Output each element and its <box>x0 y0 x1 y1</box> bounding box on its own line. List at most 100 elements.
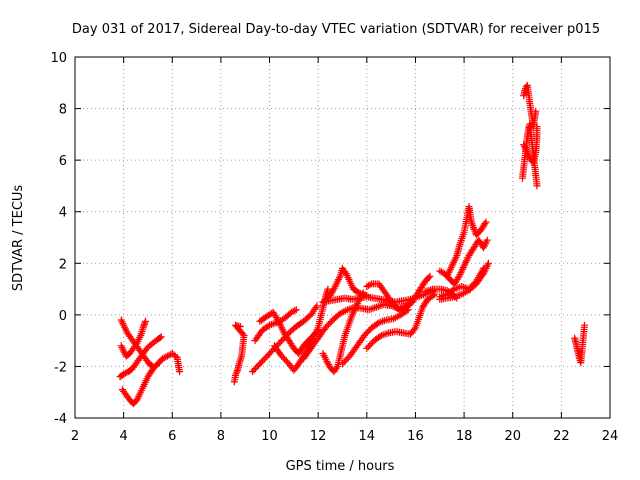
chart-title: Day 031 of 2017, Sidereal Day-to-day VTE… <box>72 22 600 37</box>
series-arc-25 <box>571 321 588 367</box>
data-point <box>461 260 469 268</box>
data-point <box>366 341 374 349</box>
data-point <box>483 263 491 271</box>
x-tick-label: 18 <box>456 429 473 444</box>
data-point <box>521 144 529 152</box>
data-point <box>410 325 418 333</box>
x-tick-label: 8 <box>217 429 225 444</box>
data-point <box>525 151 532 159</box>
data-point <box>276 320 284 328</box>
series-arc-11 <box>322 264 371 303</box>
data-point <box>445 269 453 277</box>
data-point <box>458 267 466 275</box>
data-point <box>462 258 470 266</box>
series-arc-21 <box>436 264 487 301</box>
data-point <box>430 291 437 299</box>
data-point <box>451 255 459 263</box>
data-point <box>425 274 433 281</box>
data-point <box>162 353 170 361</box>
data-point <box>457 269 465 277</box>
series-arc-16 <box>339 306 412 368</box>
data-point <box>446 265 454 273</box>
plot-area <box>116 81 588 408</box>
data-point <box>324 285 332 293</box>
data-point <box>120 347 128 355</box>
data-point <box>117 316 125 324</box>
data-point <box>366 281 374 289</box>
x-tick-label: 4 <box>119 429 127 444</box>
data-point <box>447 264 455 272</box>
data-point <box>436 267 444 275</box>
data-point <box>259 357 267 365</box>
data-point <box>403 307 411 315</box>
data-point <box>341 268 349 276</box>
data-point <box>292 306 300 314</box>
data-point <box>521 142 528 150</box>
y-tick-label: 6 <box>59 154 67 169</box>
y-tick-label: 0 <box>59 309 67 324</box>
y-tick-label: 10 <box>50 51 67 66</box>
data-point <box>364 282 372 290</box>
data-point <box>484 259 492 267</box>
x-tick-label: 16 <box>407 429 424 444</box>
data-point <box>483 236 491 244</box>
data-point <box>334 276 342 284</box>
data-point <box>581 321 588 329</box>
data-point <box>334 277 342 285</box>
x-tick-label: 12 <box>310 429 327 444</box>
data-point <box>119 320 127 327</box>
data-point <box>287 308 295 316</box>
data-point <box>278 324 286 332</box>
series-arc-20 <box>443 203 490 280</box>
data-point <box>376 333 384 340</box>
series-arc-24 <box>520 123 541 167</box>
data-point <box>275 319 283 327</box>
data-point <box>484 261 492 269</box>
data-point <box>313 327 321 335</box>
data-point <box>520 141 528 149</box>
data-point <box>251 365 259 372</box>
data-point <box>450 257 458 265</box>
data-point <box>117 342 125 350</box>
y-tick-label: -2 <box>54 360 67 375</box>
data-point <box>446 267 453 275</box>
grid <box>75 57 610 418</box>
data-point <box>160 354 168 362</box>
data-point <box>323 322 331 330</box>
data-point <box>313 326 321 333</box>
series-arc-19 <box>436 236 491 288</box>
data-point <box>532 107 540 115</box>
x-tick-label: 6 <box>168 429 176 444</box>
data-point <box>481 220 489 228</box>
data-point <box>469 280 477 288</box>
data-point <box>159 355 166 363</box>
data-point <box>132 341 140 349</box>
x-tick-label: 24 <box>602 429 619 444</box>
data-point <box>443 272 451 280</box>
series-arc-5 <box>230 321 248 386</box>
data-point <box>332 364 340 372</box>
data-point <box>454 274 462 282</box>
data-point <box>264 322 272 330</box>
x-axis-label: GPS time / hours <box>286 459 395 474</box>
data-point <box>335 274 343 282</box>
data-point <box>289 307 297 315</box>
data-point <box>437 268 445 276</box>
data-point <box>156 334 164 342</box>
data-point <box>312 329 320 337</box>
data-point <box>463 255 471 263</box>
data-point <box>459 265 466 273</box>
data-point <box>157 333 165 341</box>
y-tick-label: -4 <box>54 412 67 427</box>
data-point <box>363 283 371 290</box>
y-tick-label: 8 <box>59 103 67 118</box>
series-arc-3 <box>116 333 165 381</box>
data-point <box>291 307 299 315</box>
data-point <box>522 146 530 154</box>
data-point <box>276 338 284 346</box>
data-point <box>449 260 457 268</box>
data-point <box>374 320 381 328</box>
x-tick-label: 20 <box>504 429 521 444</box>
